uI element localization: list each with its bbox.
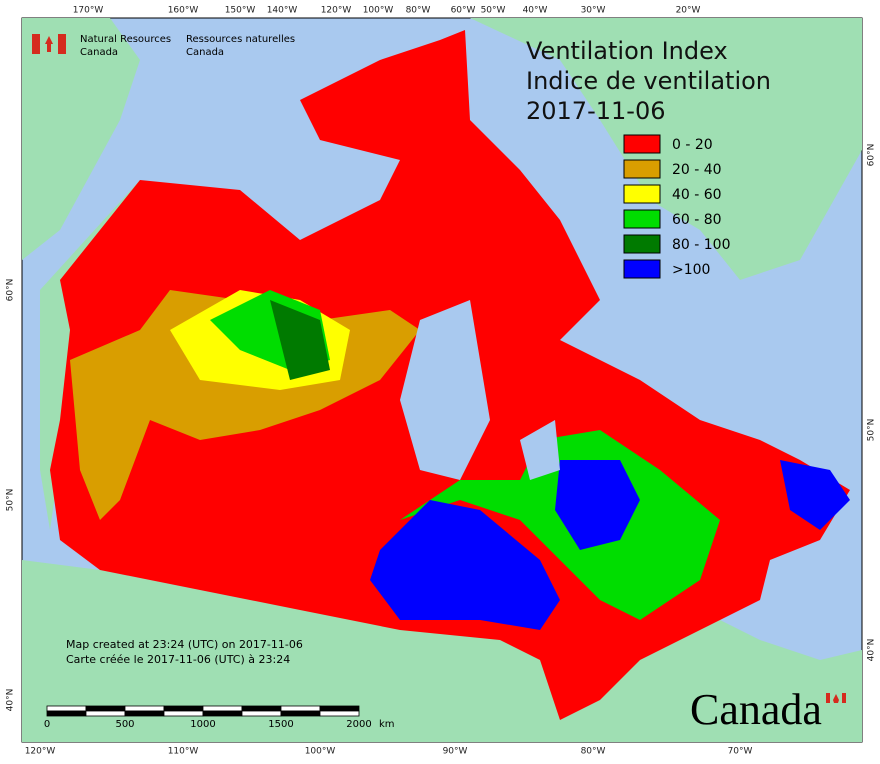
- graticule-label: 20°W: [676, 6, 701, 16]
- wordmark-flag-l: [826, 693, 830, 703]
- zone-blue-e: [555, 460, 640, 550]
- graticule-label: 40°N: [6, 689, 16, 712]
- scale-label: 1500: [268, 719, 293, 730]
- graticule-label: 80°W: [406, 6, 431, 16]
- wordmark-leaf: [833, 694, 839, 703]
- scale-segment: [241, 710, 282, 717]
- graticule-label: 100°W: [305, 747, 336, 757]
- legend-swatch: [623, 234, 661, 254]
- graticule-label: 80°W: [581, 747, 606, 757]
- graticule-label: 40°W: [523, 6, 548, 16]
- scale-segment: [85, 710, 126, 717]
- graticule-label: 110°W: [168, 747, 199, 757]
- legend-label: 0 - 20: [672, 137, 713, 153]
- scale-segment: [163, 710, 204, 717]
- map-title: Indice de ventilation: [526, 67, 771, 95]
- graticule-label: 150°W: [225, 6, 256, 16]
- legend-swatch: [623, 184, 661, 204]
- graticule-label: 120°W: [321, 6, 352, 16]
- agency-en: Canada: [80, 47, 118, 58]
- legend-swatch: [623, 134, 661, 154]
- russia: [22, 18, 140, 260]
- greenland: [470, 18, 862, 280]
- graticule-label: 40°N: [867, 639, 877, 662]
- agency-fr: Ressources naturelles: [186, 34, 295, 45]
- scale-segment: [202, 705, 243, 712]
- zone-darkgreen-n: [270, 300, 330, 380]
- graticule-label: 100°W: [363, 6, 394, 16]
- scale-label: 500: [115, 719, 134, 730]
- map-title: Ventilation Index: [526, 37, 728, 65]
- scale-segment: [241, 705, 282, 712]
- scale-segment: [85, 705, 126, 712]
- legend-swatch: [623, 209, 661, 229]
- graticule-label: 60°W: [451, 6, 476, 16]
- wordmark-flag-r: [842, 693, 846, 703]
- wordmark: Canada: [690, 685, 822, 734]
- legend-label: 60 - 80: [672, 212, 722, 228]
- scale-label: 2000: [346, 719, 371, 730]
- scale-segment: [202, 710, 243, 717]
- agency-fr: Canada: [186, 47, 224, 58]
- footer-bg: [62, 630, 302, 668]
- graticule-label: 160°W: [168, 6, 199, 16]
- legend-label: >100: [672, 262, 710, 278]
- legend-label: 80 - 100: [672, 237, 731, 253]
- graticule-label: 70°W: [728, 747, 753, 757]
- scale-label: 0: [44, 719, 50, 730]
- created-fr: Carte créée le 2017-11-06 (UTC) à 23:24: [66, 653, 290, 666]
- scale-unit: km: [379, 719, 395, 730]
- map-title: 2017-11-06: [526, 97, 665, 125]
- scale-segment: [319, 705, 360, 712]
- graticule-label: 120°W: [25, 747, 56, 757]
- scale-label: 1000: [190, 719, 215, 730]
- scale-segment: [46, 710, 87, 717]
- legend-label: 20 - 40: [672, 162, 722, 178]
- flag-left: [32, 34, 40, 54]
- graticule-label: 50°N: [867, 419, 877, 442]
- scale-segment: [124, 705, 165, 712]
- legend-swatch: [623, 259, 661, 279]
- graticule-label: 30°W: [581, 6, 606, 16]
- graticule-label: 90°W: [443, 747, 468, 757]
- flag-leaf: [45, 36, 53, 52]
- scale-segment: [124, 710, 165, 717]
- graticule-label: 140°W: [267, 6, 298, 16]
- zone-green: [400, 430, 720, 620]
- zone-blue-nl: [780, 460, 850, 530]
- graticule-label: 50°W: [481, 6, 506, 16]
- hudson-bay: [400, 300, 560, 480]
- agency-en: Natural Resources: [80, 34, 171, 45]
- created-en: Map created at 23:24 (UTC) on 2017-11-06: [66, 638, 303, 651]
- scale-segment: [46, 705, 87, 712]
- scale-segment: [319, 710, 360, 717]
- flag-right: [58, 34, 66, 54]
- scale-segment: [163, 705, 204, 712]
- scale-segment: [280, 705, 321, 712]
- usa: [22, 560, 862, 742]
- graticule-label: 60°N: [6, 279, 16, 302]
- graticule-label: 60°N: [867, 144, 877, 167]
- legend-swatch: [623, 159, 661, 179]
- scale-segment: [280, 710, 321, 717]
- graticule-label: 50°N: [6, 489, 16, 512]
- graticule-label: 170°W: [73, 6, 104, 16]
- zone-blue-w: [370, 500, 560, 630]
- legend-label: 40 - 60: [672, 187, 722, 203]
